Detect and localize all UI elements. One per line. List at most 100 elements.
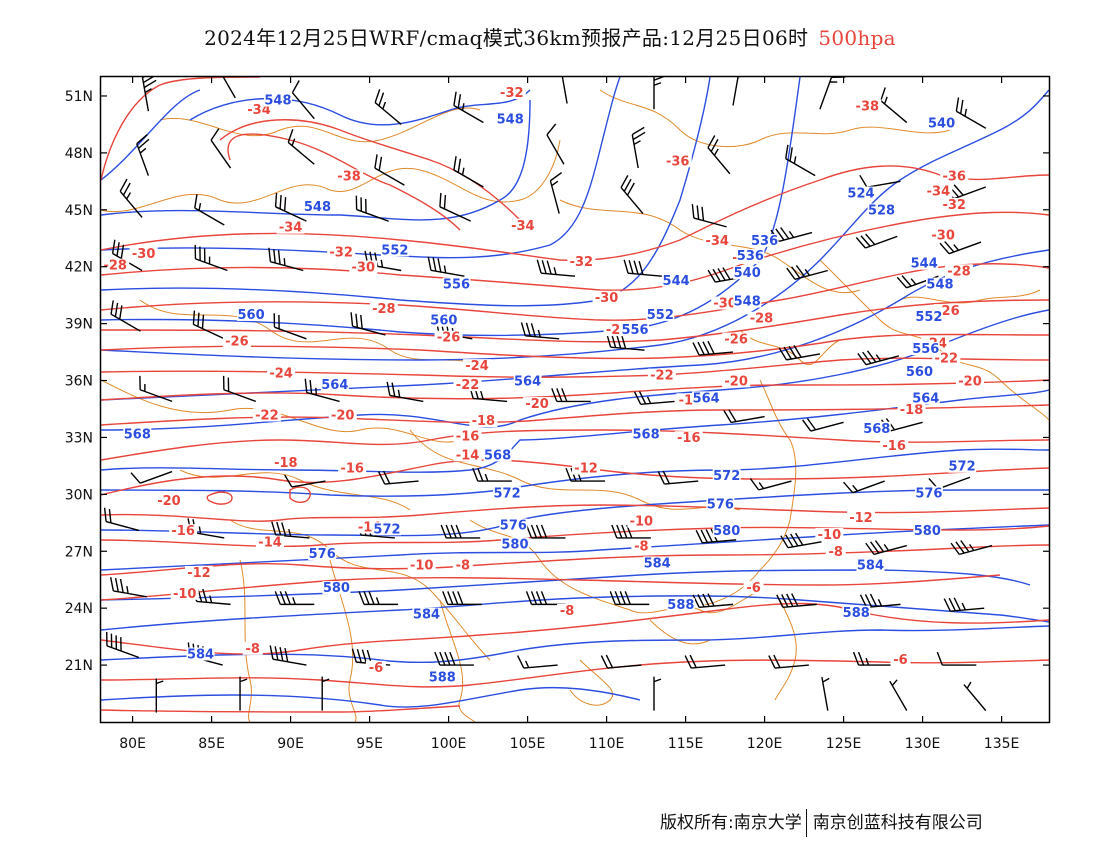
temperature-label: -6 — [369, 661, 383, 676]
height-label-bg — [513, 374, 542, 388]
copyright-text: 版权所有:南京大学 — [660, 813, 802, 833]
wind-barb — [880, 87, 908, 124]
wind-barb — [749, 478, 792, 491]
wind-barb — [819, 77, 846, 110]
height-label-bg — [712, 469, 741, 483]
height-label-bg — [632, 427, 661, 441]
wind-barb — [692, 340, 734, 356]
height-label-bg — [913, 524, 942, 538]
temperature-label: -30 — [713, 297, 737, 312]
temperature-label: -8 — [456, 558, 470, 573]
height-label: 548 — [926, 278, 953, 293]
wind-barb — [109, 577, 147, 598]
temperature-label-bg — [463, 359, 492, 373]
temperature-label: -24 — [269, 367, 293, 382]
wind-barb — [269, 645, 307, 666]
temperature-label-bg — [469, 414, 498, 428]
height-label-bg — [412, 607, 441, 621]
wind-barb — [551, 388, 591, 403]
height-label-bg — [496, 112, 525, 126]
height-label: 556 — [912, 342, 939, 357]
temperature-label-bg — [647, 368, 676, 382]
height-label-bg — [733, 294, 762, 308]
height-label: 540 — [734, 266, 761, 281]
temperature-label-bg — [328, 408, 357, 422]
temperature-label-bg — [407, 558, 436, 572]
wind-barb — [210, 128, 232, 169]
temperature-label: -22 — [456, 378, 480, 393]
wind-barb — [600, 654, 642, 669]
wind-barb — [130, 470, 173, 484]
height-label: 564 — [514, 374, 541, 389]
temperature-label: -8 — [560, 604, 574, 619]
height-label-bg — [733, 266, 762, 280]
height-label: 576 — [500, 519, 527, 534]
temperature-label: -10 — [818, 528, 842, 543]
temperature-label: -26 — [724, 333, 748, 348]
height-label: 548 — [497, 113, 524, 128]
coastline-borders — [101, 89, 1049, 722]
height-label: 572 — [949, 460, 976, 475]
map-frame — [99, 75, 1051, 724]
wind-barb — [222, 375, 257, 403]
temperature-label: -12 — [574, 462, 598, 477]
wind-barb — [653, 676, 662, 711]
temperature-label-bg — [944, 264, 973, 278]
height-label: 584 — [413, 608, 440, 623]
temperature-label: -34 — [705, 234, 729, 249]
wind-barb — [657, 470, 699, 485]
wind-barb — [950, 540, 993, 556]
height-label-bg — [846, 186, 875, 200]
wind-barb — [620, 175, 644, 215]
wind-barb — [963, 681, 987, 712]
temperature-label: -28 — [372, 302, 396, 317]
height-label: 588 — [843, 606, 870, 621]
wind-barb — [439, 192, 472, 222]
lon-tick-label: 95E — [356, 736, 383, 752]
height-label-bg — [666, 598, 695, 612]
temperature-label: -6 — [893, 653, 907, 668]
height-label-bg — [862, 421, 891, 435]
temperature-label: -20 — [157, 494, 181, 509]
wind-barb — [192, 310, 225, 340]
wind-barb — [776, 593, 817, 609]
temperature-label: -8 — [245, 642, 259, 657]
temperature-label: -18 — [274, 456, 298, 471]
temperature-label: -38 — [337, 169, 361, 184]
temperature-label-bg — [252, 408, 281, 422]
wind-barb — [653, 77, 665, 110]
temperature-label: -34 — [511, 219, 535, 234]
wind-barb — [119, 178, 143, 218]
wind-barb — [606, 333, 645, 351]
wind-barb — [453, 91, 484, 124]
wind-barb — [274, 591, 315, 606]
temperature-label: -34 — [279, 221, 303, 236]
height-label: 580 — [914, 524, 941, 539]
temperature-label-bg — [271, 455, 300, 469]
wind-barb — [857, 350, 900, 366]
height-label: 576 — [707, 498, 734, 513]
temperature-label: -20 — [724, 374, 748, 389]
wind-barb — [273, 313, 307, 340]
wind-barb — [865, 540, 907, 556]
height-label-bg — [186, 647, 215, 661]
height-label: 584 — [644, 556, 671, 571]
temperature-label: -34 — [927, 185, 951, 200]
temperature-label-bg — [184, 565, 213, 579]
height-label: 568 — [124, 427, 151, 442]
height-label: 576 — [915, 486, 942, 501]
temperature-label-bg — [747, 311, 776, 325]
wind-barb — [692, 593, 734, 609]
lon-tick-label: 110E — [589, 736, 625, 752]
temperature-label-bg — [924, 184, 953, 198]
temperature-label: -30 — [931, 228, 955, 243]
temperature-label-bg — [154, 493, 183, 507]
temperature-label-bg — [940, 169, 969, 183]
height-label: 544 — [663, 274, 690, 289]
height-label-bg — [499, 518, 528, 532]
temperature-label: -24 — [465, 359, 489, 374]
lon-tick-label: 120E — [747, 736, 783, 752]
temperature-label-bg — [572, 461, 601, 475]
temperature-label-bg — [369, 302, 398, 316]
temperature-label-bg — [846, 510, 875, 524]
